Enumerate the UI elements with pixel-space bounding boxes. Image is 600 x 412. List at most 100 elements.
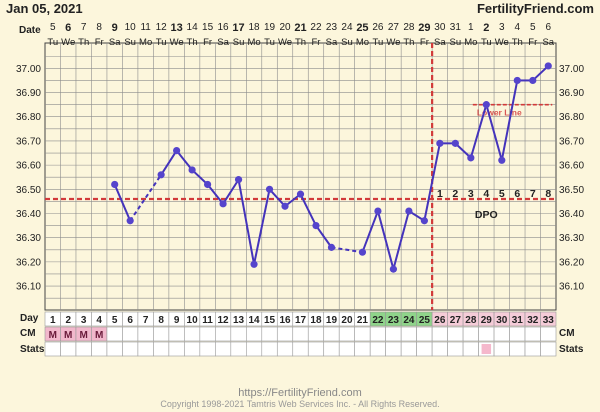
date-label: 10 [125,22,137,33]
day-number: 31 [512,315,524,326]
temp-segment [500,80,519,161]
temperature-series [111,62,552,273]
footer-url[interactable]: https://FertilityFriend.com [238,387,361,399]
cm-mark: M [80,330,88,341]
y-tick-label: 36.90 [16,88,41,99]
cm-cell [462,326,479,342]
date-label: 5 [50,22,56,33]
date-label: 6 [545,22,551,33]
cm-cell [137,326,154,342]
cm-cell [184,326,201,342]
day-number: 23 [388,315,400,326]
temp-point [265,185,274,193]
stats-cell [106,341,123,357]
weekday-label: Fr [528,37,537,48]
date-row-label: Date [19,25,41,36]
cm-cell [307,326,325,342]
plot-frame [44,42,557,311]
temp-segment-dashed [129,174,162,222]
temp-point [358,248,367,256]
temp-point [498,156,506,164]
date-label: 13 [170,22,182,34]
day-number: 3 [81,315,87,326]
date-label: 8 [96,22,102,33]
day-number: 15 [264,315,276,326]
day-number: 2 [65,315,71,326]
weekday-label: We [278,37,292,48]
brand-name: FertilityFriend.com [477,1,594,16]
day-number: 4 [96,315,102,326]
stats-cell [524,341,541,357]
day-number: 1 [50,315,56,326]
temp-segment [361,210,379,253]
weekday-label: Tu [481,37,492,48]
date-label: 5 [530,22,536,33]
weekday-label: We [495,37,509,48]
date-label: 25 [356,22,368,34]
date-label: 20 [279,22,291,33]
date-label: 22 [310,22,322,33]
footer-copyright: Copyright 1998-2021 Tamtris Web Services… [160,399,439,409]
stats-cell [400,341,417,357]
cm-cell [199,326,216,342]
stats-cell [153,341,170,357]
stats-cell [493,341,510,357]
dpo-number: 1 [437,188,443,200]
date-label: 17 [232,22,244,34]
day-number: 10 [187,315,199,326]
cm-cell [447,326,464,342]
day-number: 12 [218,315,230,326]
y-tick-label: 36.30 [559,233,584,244]
temp-point [467,154,475,162]
day-number: 8 [158,315,164,326]
cm-cell [153,326,170,342]
stats-cell [307,341,325,357]
weekday-label: Fr [95,37,104,48]
temp-point [250,260,258,268]
temp-point [188,166,196,174]
cm-cell [106,326,123,342]
day-number: 24 [403,315,415,326]
y-tick-label: 36.50 [559,185,584,196]
cm-cell [540,326,557,342]
date-label: 28 [403,22,415,33]
cm-cell [276,326,294,342]
weekday-label: Su [233,37,245,48]
y-tick-label: 37.00 [16,64,41,75]
date-label: 23 [326,22,338,33]
weekday-label: We [386,37,400,48]
cm-cell [431,326,448,342]
stats-cell [292,341,309,357]
weekday-label: Sa [434,37,446,48]
day-number: 18 [310,315,322,326]
weekday-label: Tu [156,37,167,48]
y-tick-label: 36.70 [16,136,41,147]
row-label-cm-right: CM [559,328,575,339]
stats-cell [540,341,557,357]
cm-cell [122,326,139,342]
temp-point [374,207,382,215]
date-label: 31 [450,22,462,33]
stats-cell [137,341,154,357]
temp-point [389,265,398,273]
temp-point [296,190,305,198]
day-number: 32 [527,315,539,326]
temp-point [203,180,212,189]
date-label: 4 [515,22,521,33]
dpo-number: 2 [452,188,458,200]
stats-cell [60,341,77,357]
cm-cell [292,326,309,342]
cm-mark: M [64,330,72,341]
weekday-label: Tu [264,37,275,48]
weekday-label: Fr [203,37,212,48]
y-tick-label: 36.80 [559,112,584,123]
stats-cell [199,341,216,357]
stats-cell [91,341,108,357]
date-label: 18 [248,22,260,33]
y-tick-label: 36.40 [16,209,41,220]
temp-segment [253,189,271,265]
weekday-label: Th [78,37,89,48]
date-label: 21 [294,22,306,34]
date-label: 16 [218,22,230,33]
weekday-label: Th [403,37,414,48]
